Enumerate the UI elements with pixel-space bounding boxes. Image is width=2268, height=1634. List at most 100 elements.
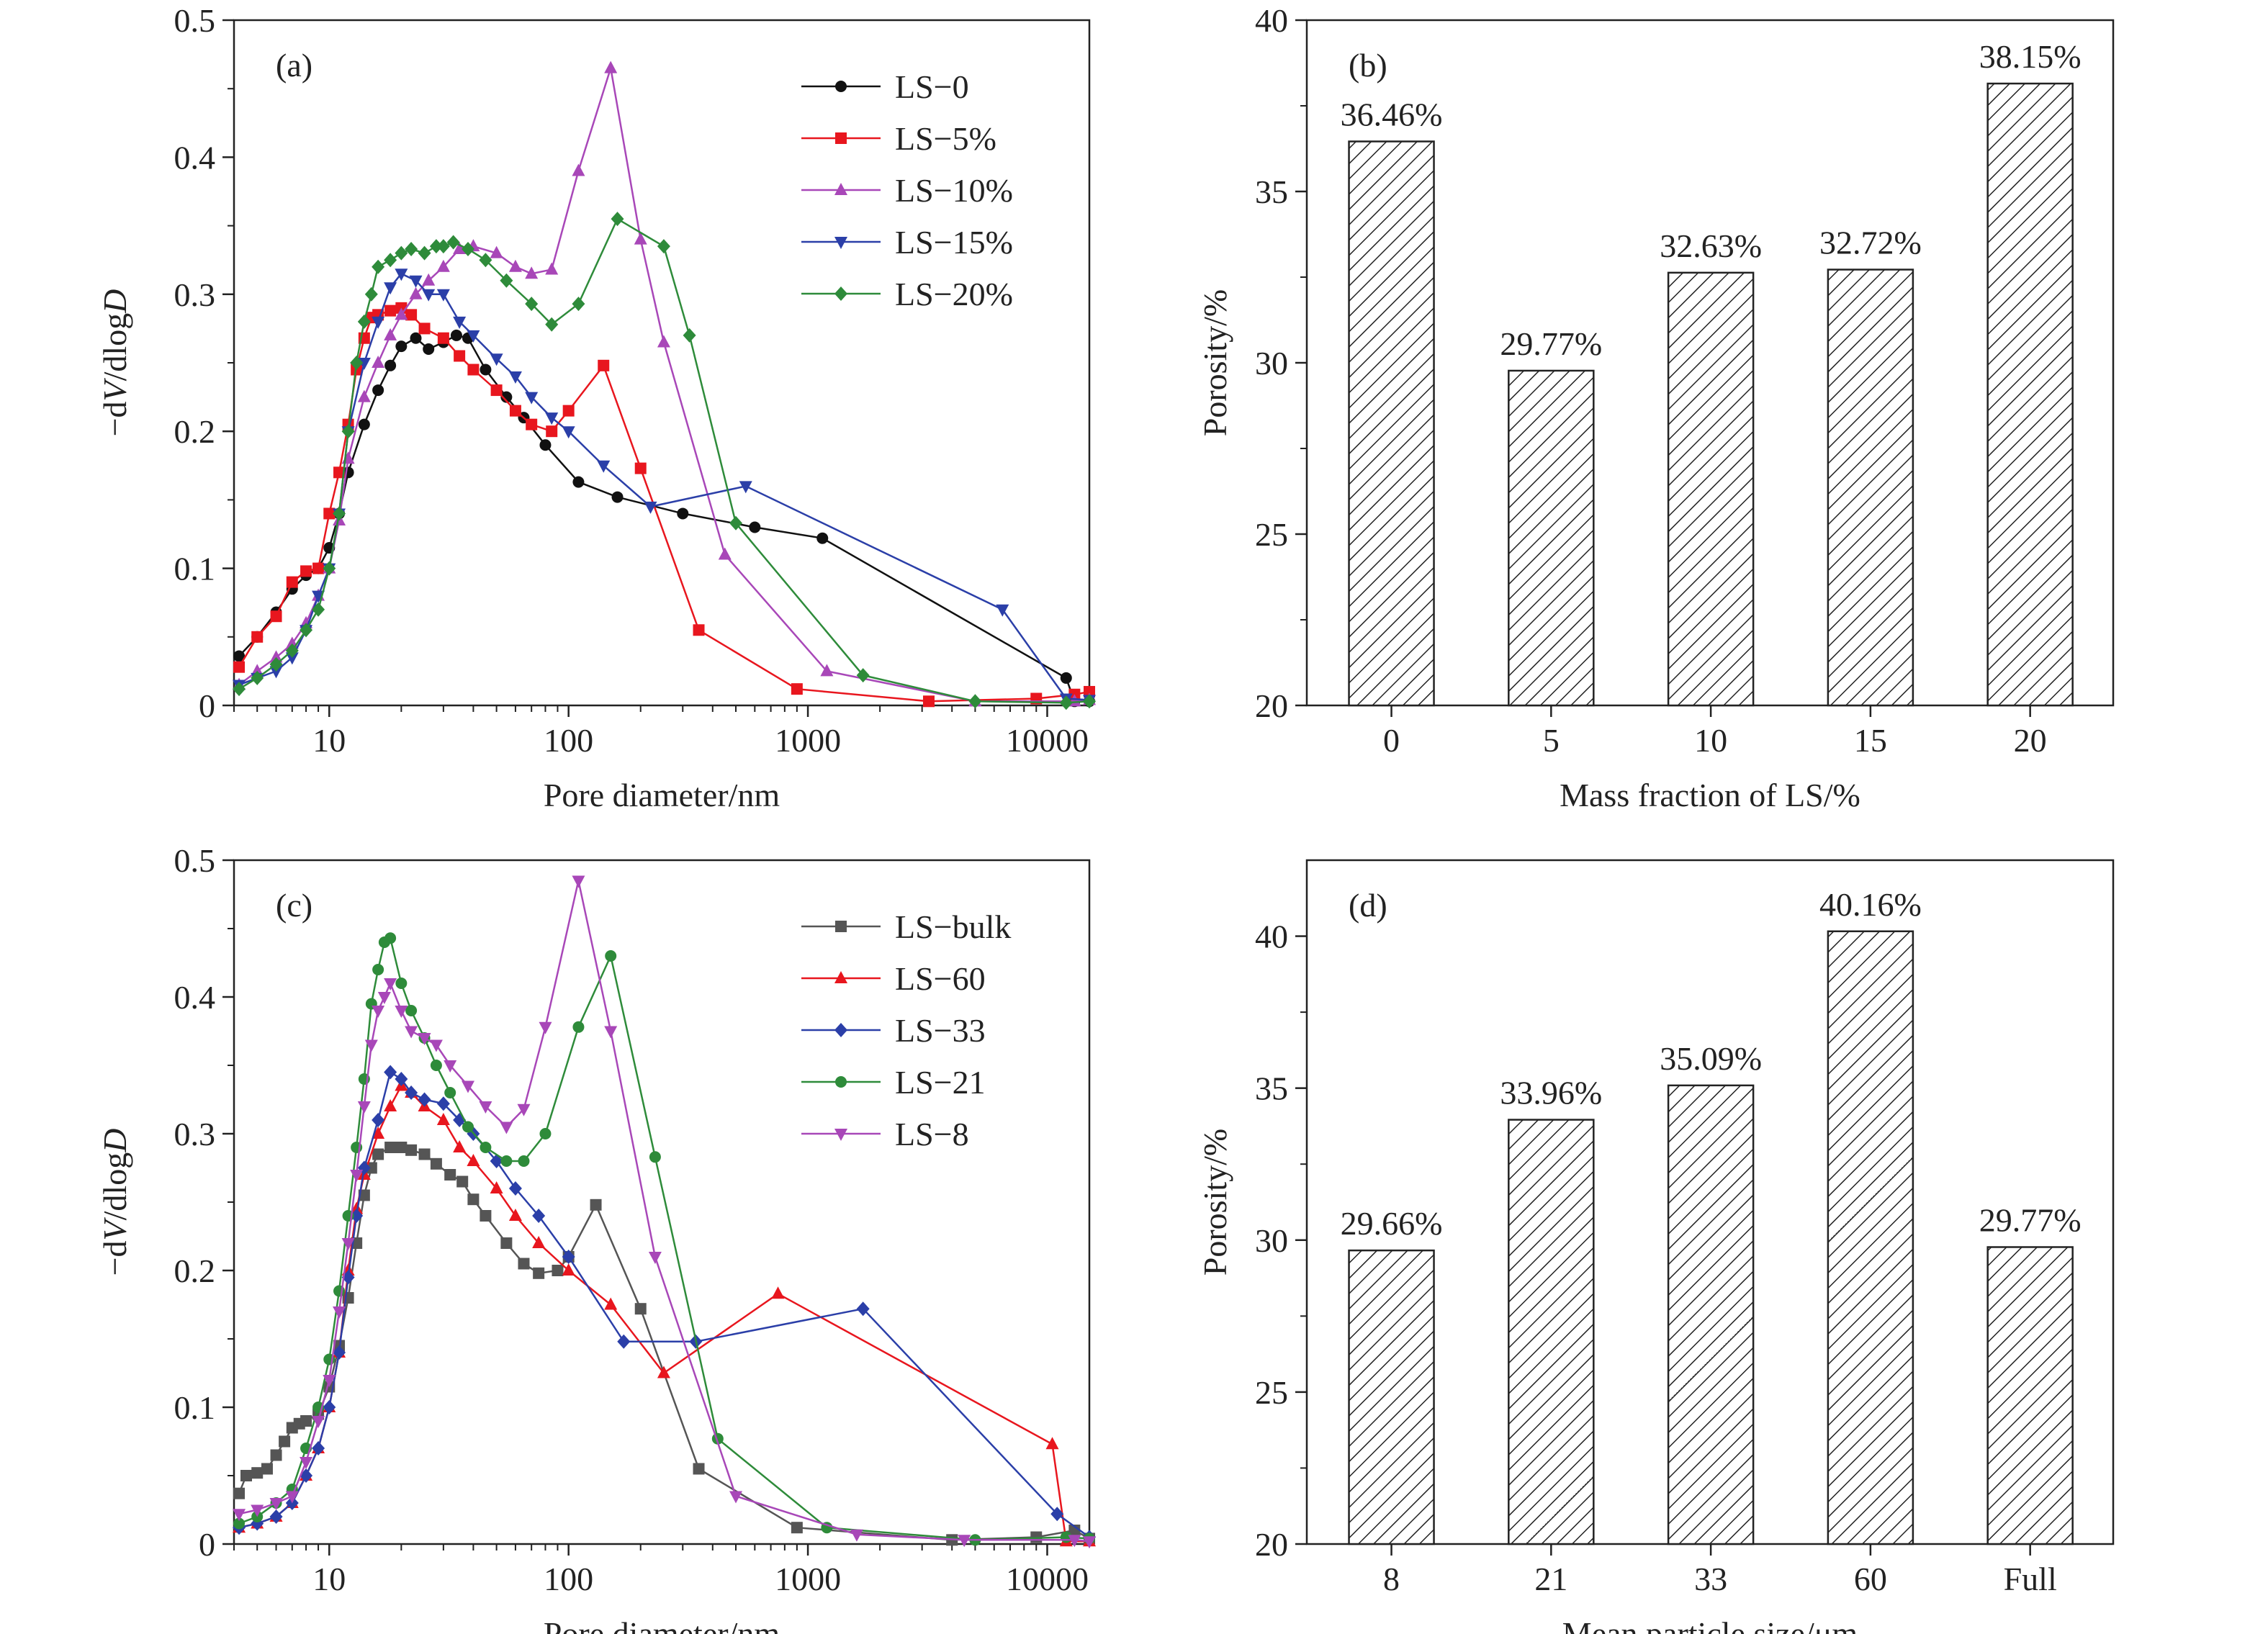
data-point	[333, 1345, 346, 1360]
data-point	[791, 1522, 803, 1534]
panel-label: (d)	[1349, 887, 1387, 924]
data-point	[372, 1113, 385, 1127]
data-point	[518, 1258, 530, 1270]
x-tick-label: Full	[2004, 1561, 2057, 1597]
bar	[1348, 140, 1435, 707]
data-point	[1084, 685, 1095, 698]
x-tick-label: 0	[1383, 722, 1400, 759]
series-0	[233, 1142, 1095, 1546]
data-point	[480, 364, 492, 376]
data-point	[409, 275, 423, 288]
data-point	[365, 1162, 377, 1174]
x-tick-label: 1000	[775, 1561, 841, 1597]
data-point	[251, 1504, 264, 1517]
y-tick-label: 0.1	[174, 1389, 216, 1426]
data-point	[269, 666, 283, 679]
bar-value-label: 35.09%	[1660, 1040, 1762, 1077]
data-point	[269, 650, 283, 663]
bar	[1667, 1084, 1755, 1545]
panel-label: (b)	[1349, 47, 1387, 83]
data-point	[490, 353, 503, 366]
data-point	[604, 1297, 618, 1310]
bar	[1508, 369, 1595, 707]
data-point	[526, 418, 538, 430]
y-tick-label: 0.1	[174, 551, 216, 587]
panel-label: (c)	[276, 887, 312, 924]
x-axis-label: Mass fraction of LS/%	[1560, 777, 1860, 813]
series-4	[233, 212, 1096, 710]
data-point	[590, 1199, 602, 1211]
legend: LS−bulk LS−60 LS−33 LS−21 LS−8	[801, 908, 1011, 1152]
y-tick-label: 40	[1255, 918, 1288, 955]
data-point	[446, 235, 460, 250]
data-point	[739, 481, 752, 494]
data-point	[350, 1170, 364, 1182]
data-point	[490, 245, 503, 258]
data-point	[436, 259, 450, 272]
y-tick-label: 0.3	[174, 1116, 216, 1152]
data-point	[508, 259, 522, 272]
y-tick-label: 0.5	[174, 842, 216, 879]
data-point	[500, 1121, 513, 1134]
data-point	[490, 1181, 503, 1193]
data-point	[300, 623, 313, 638]
data-point	[405, 309, 418, 321]
data-point	[539, 1021, 552, 1034]
y-tick-label: 0	[199, 1526, 215, 1563]
data-point	[285, 1491, 299, 1504]
y-tick-label: 25	[1255, 516, 1288, 553]
legend-entry: LS−5%	[895, 120, 996, 157]
data-point	[453, 1140, 467, 1152]
data-point	[500, 1155, 513, 1167]
data-point	[644, 501, 657, 514]
data-point	[467, 364, 480, 376]
data-point	[1045, 1437, 1059, 1450]
legend-marker	[834, 286, 847, 301]
data-point	[333, 506, 346, 521]
data-point	[357, 1101, 371, 1114]
series-1	[233, 302, 1095, 708]
data-point	[261, 1463, 273, 1475]
data-point	[372, 1006, 385, 1018]
data-point	[648, 1252, 662, 1264]
data-point	[444, 1060, 457, 1073]
panel-c-line-chart: 10 100 1000 10000 0 0.1 0.2 0.3 0.4 0.5 Pore diame…	[96, 842, 1096, 1634]
legend: LS−0 LS−5% LS−10% LS−15% LS−20%	[801, 68, 1013, 312]
legend-entry: LS−15%	[895, 224, 1013, 261]
legend-entry: LS−0	[895, 68, 969, 105]
y-tick-label: 25	[1255, 1374, 1288, 1411]
x-tick-label: 15	[1854, 722, 1887, 759]
data-point	[480, 1210, 492, 1222]
panel-a-line-chart: 10 100 1000 10000 0 0.1 0.2 0.3 0.4 0.5 Pore diame…	[96, 2, 1096, 813]
data-point	[358, 1189, 370, 1201]
data-point	[572, 1021, 585, 1033]
legend-entry: LS−bulk	[895, 908, 1011, 945]
data-point	[598, 359, 610, 371]
data-point	[518, 1155, 530, 1167]
data-point	[384, 1142, 397, 1153]
data-point	[270, 610, 282, 623]
data-point	[395, 1142, 408, 1153]
data-point	[300, 1457, 313, 1469]
data-point	[270, 1449, 282, 1461]
data-point	[657, 335, 670, 348]
legend-entry: LS−33	[895, 1012, 986, 1049]
x-tick-label: 10000	[1006, 1561, 1089, 1597]
data-point	[405, 1085, 418, 1100]
data-point	[461, 241, 474, 256]
data-point	[850, 1529, 863, 1542]
data-point	[372, 356, 385, 368]
x-axis-label: Pore diameter/nm	[544, 1615, 780, 1634]
data-point	[572, 875, 585, 888]
data-point	[996, 604, 1009, 617]
data-point	[251, 1467, 264, 1479]
data-point	[605, 950, 617, 962]
data-point	[634, 1303, 647, 1315]
data-point	[525, 297, 539, 312]
data-point	[423, 343, 435, 355]
data-point	[532, 1209, 546, 1223]
data-point	[372, 1127, 385, 1139]
data-point	[657, 239, 670, 254]
bar	[1986, 82, 2074, 707]
